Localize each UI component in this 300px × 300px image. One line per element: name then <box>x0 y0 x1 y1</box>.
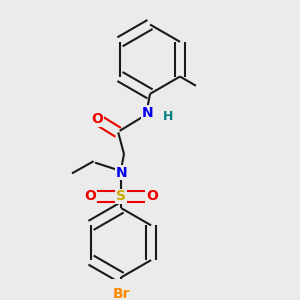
Text: N: N <box>115 166 127 180</box>
Text: O: O <box>91 112 103 126</box>
Text: H: H <box>163 110 173 123</box>
Text: S: S <box>116 190 126 203</box>
Text: O: O <box>84 190 96 203</box>
Text: O: O <box>146 190 158 203</box>
Text: Br: Br <box>112 287 130 300</box>
Text: N: N <box>141 106 153 120</box>
